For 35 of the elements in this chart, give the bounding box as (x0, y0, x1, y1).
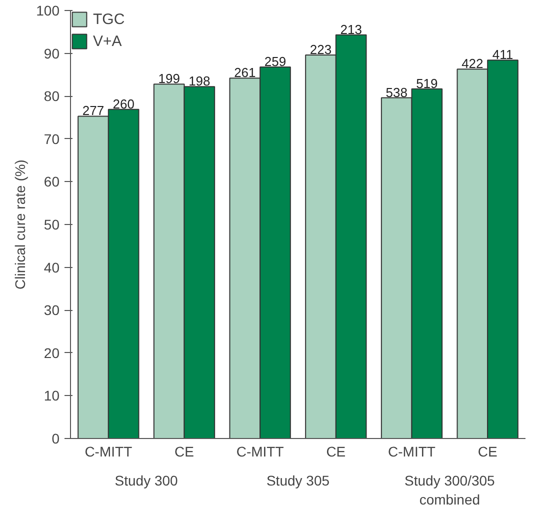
legend-label: TGC (93, 10, 125, 28)
annotation: 259 (264, 54, 286, 69)
x-tick-label: CE (478, 444, 498, 460)
x-tick-label: C-MITT (236, 444, 284, 460)
annotation: 519 (416, 76, 438, 91)
annotation: 198 (188, 74, 210, 89)
annotation: 213 (340, 22, 362, 37)
annotation: 277 (82, 103, 104, 118)
y-tick-label: 30 (44, 302, 60, 318)
y-tick-label: 100 (36, 2, 60, 18)
x-tick-label: C-MITT (388, 444, 436, 460)
x-tick-label: C-MITT (84, 444, 133, 460)
y-axis-title: Clinical cure rate (%) (12, 160, 28, 290)
y-tick-label: 40 (44, 259, 60, 276)
x-tick-label: CE (326, 444, 346, 460)
annotation: 223 (310, 42, 332, 58)
annotation: 422 (462, 56, 484, 72)
y-tick-label: 10 (44, 388, 60, 404)
annotation: 199 (158, 71, 180, 86)
annotation: 261 (234, 65, 256, 80)
y-tick-label: 20 (44, 344, 60, 361)
y-tick-label: 70 (44, 130, 60, 147)
annotation: 411 (492, 47, 514, 62)
y-tick-label: 90 (44, 45, 60, 62)
y-tick-label: 50 (44, 216, 60, 232)
annotation: 260 (112, 96, 134, 112)
annotation: 538 (386, 84, 408, 100)
text: Study 305 (266, 472, 330, 488)
y-tick-label: 60 (44, 174, 60, 190)
y-tick-label: 80 (44, 88, 60, 104)
text: Study 300/305 combined (404, 472, 496, 508)
text: Study 300 (114, 472, 178, 488)
y-tick-label: 0 (52, 430, 60, 446)
legend-label: V+A (93, 32, 122, 50)
x-tick-label: CE (174, 444, 194, 460)
